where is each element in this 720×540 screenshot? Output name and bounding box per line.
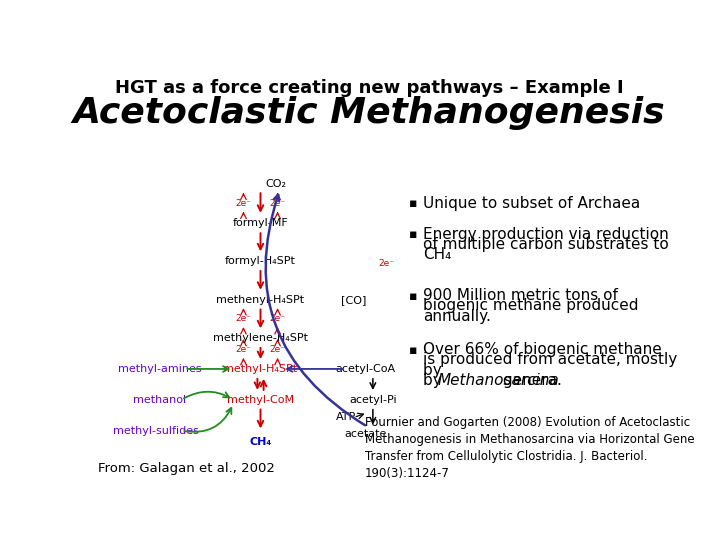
Text: acetate: acetate: [344, 429, 387, 440]
Text: ▪: ▪: [409, 343, 418, 356]
Text: ATP: ATP: [336, 413, 356, 422]
Text: 2e⁻: 2e⁻: [235, 345, 251, 354]
Text: [CO]: [CO]: [341, 295, 366, 305]
Text: 900 Million metric tons of: 900 Million metric tons of: [423, 288, 618, 303]
Text: methyl-H₄SPt: methyl-H₄SPt: [223, 364, 297, 374]
Text: 2e⁻: 2e⁻: [378, 259, 394, 268]
Text: 2e⁻: 2e⁻: [235, 314, 251, 323]
Text: acetyl-Pi: acetyl-Pi: [349, 395, 397, 405]
Text: methyl-amines: methyl-amines: [118, 364, 202, 374]
Text: genera.: genera.: [498, 373, 562, 388]
Text: ▪: ▪: [409, 197, 418, 210]
Text: 2e⁻: 2e⁻: [269, 199, 286, 208]
Text: CO₂: CO₂: [266, 179, 287, 189]
Text: Over 66% of biogenic methane: Over 66% of biogenic methane: [423, 342, 662, 357]
Text: methyl-CoM: methyl-CoM: [227, 395, 294, 405]
Text: is produced from acetate, mostly: is produced from acetate, mostly: [423, 353, 678, 367]
Text: by: by: [423, 363, 447, 378]
Text: HGT as a force creating new pathways – Example I: HGT as a force creating new pathways – E…: [114, 79, 624, 97]
Text: ▪: ▪: [409, 289, 418, 302]
Text: of multiple carbon substrates to: of multiple carbon substrates to: [423, 237, 669, 252]
Text: Unique to subset of Archaea: Unique to subset of Archaea: [423, 195, 641, 211]
Text: methanol: methanol: [133, 395, 186, 405]
Text: formyl-MF: formyl-MF: [233, 218, 289, 228]
Text: biogenic methane produced: biogenic methane produced: [423, 299, 639, 314]
Text: annually.: annually.: [423, 309, 491, 324]
Text: Methanosarcina: Methanosarcina: [437, 373, 559, 388]
Text: Acetoclastic Methanogenesis: Acetoclastic Methanogenesis: [73, 96, 665, 130]
Text: methyl-sulfides: methyl-sulfides: [113, 426, 199, 436]
Text: formyl-H₄SPt: formyl-H₄SPt: [225, 256, 296, 266]
Text: acetyl-CoA: acetyl-CoA: [335, 364, 395, 374]
Text: methenyl-H₄SPt: methenyl-H₄SPt: [217, 295, 305, 305]
Text: 2e⁻: 2e⁻: [269, 345, 286, 354]
Text: methylene-H₄SPt: methylene-H₄SPt: [213, 333, 308, 343]
Text: CH₄: CH₄: [423, 247, 451, 262]
Text: Fournier and Gogarten (2008) Evolution of Acetoclastic
Methanogenesis in Methano: Fournier and Gogarten (2008) Evolution o…: [365, 416, 695, 480]
Text: Energy production via reduction: Energy production via reduction: [423, 226, 669, 241]
Text: From: Galagan et al., 2002: From: Galagan et al., 2002: [98, 462, 274, 475]
Text: 2e⁻: 2e⁻: [235, 199, 251, 208]
Text: CH₄: CH₄: [249, 437, 271, 447]
Text: ▪: ▪: [409, 228, 418, 241]
Text: 2e⁻: 2e⁻: [269, 314, 286, 323]
Text: by: by: [423, 373, 447, 388]
